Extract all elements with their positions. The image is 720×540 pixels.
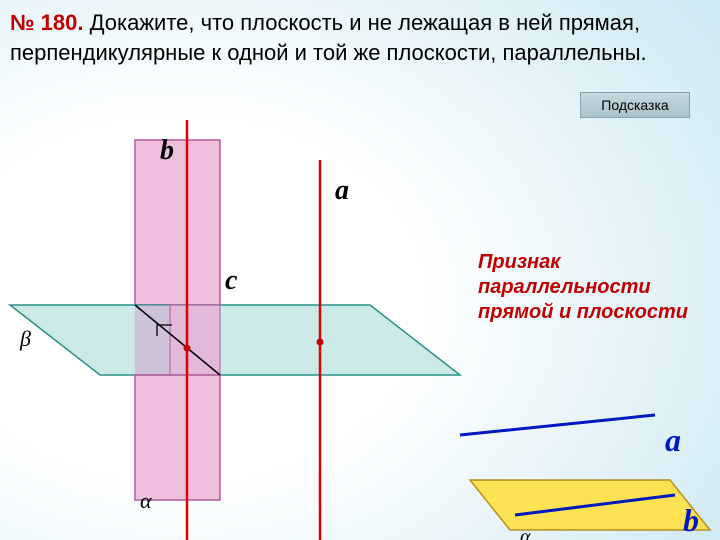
main-diagram: b a c α β [0,80,470,540]
small-label-a: a [665,422,681,459]
theorem-text: Признак параллельности прямой и плоскост… [478,250,698,325]
main-diagram-svg [0,80,470,540]
plane-alpha-top [135,140,220,305]
problem-number: № 180. [10,10,83,35]
problem-text-2: перпендикулярные к одной и той же плоско… [10,40,647,65]
plane-alpha-bottom [135,375,220,500]
hint-button-label: Подсказка [601,97,668,113]
label-b: b [160,135,174,167]
plane-beta [10,305,460,375]
plane-alpha-mid-back [135,305,170,375]
small-label-b: b [683,502,699,539]
label-a: a [335,175,349,207]
label-beta: β [20,326,31,352]
hint-button[interactable]: Подсказка [580,92,690,118]
problem-text-1: Докажите, что плоскость и не лежащая в н… [90,10,640,35]
small-line-a [460,415,655,435]
problem-statement: № 180. Докажите, что плоскость и не лежа… [10,8,710,67]
label-alpha: α [140,488,152,514]
dot-b [184,345,191,352]
dot-a [317,339,324,346]
small-label-alpha: α [520,526,531,540]
label-c: c [225,265,237,297]
small-diagram: a b α [440,360,720,540]
